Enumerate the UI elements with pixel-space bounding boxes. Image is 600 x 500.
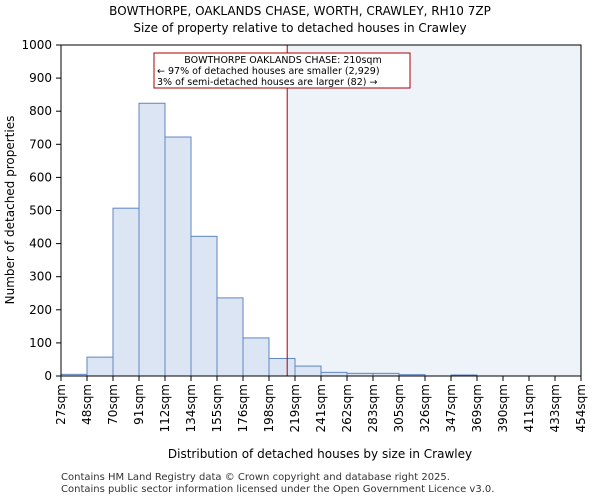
y-tick-label: 400	[29, 237, 52, 251]
bar-219sqm	[294, 365, 322, 377]
x-tick-label: 48sqm	[80, 384, 94, 425]
x-tick-label: 433sqm	[548, 384, 562, 432]
bar-48sqm	[86, 356, 114, 377]
x-tick-label: 176sqm	[236, 384, 250, 432]
x-tick-label: 305sqm	[392, 384, 406, 432]
y-tick-label: 600	[29, 170, 52, 184]
x-tick-label: 112sqm	[158, 384, 172, 432]
y-tick-label: 500	[29, 204, 52, 218]
x-tick-label: 219sqm	[288, 384, 302, 432]
bar-198sqm	[268, 357, 296, 377]
bar-70sqm	[112, 207, 140, 377]
plot-frame	[60, 44, 582, 377]
y-tick-label: 800	[29, 104, 52, 118]
y-axis-label: Number of detached properties	[3, 116, 17, 305]
x-tick-label: 283sqm	[366, 384, 380, 432]
x-tick-label: 411sqm	[522, 384, 536, 432]
y-tick-label: 900	[29, 71, 52, 85]
bar-241sqm	[320, 371, 348, 377]
bar-112sqm	[164, 136, 192, 377]
x-tick-label: 390sqm	[496, 384, 510, 432]
x-tick-label: 454sqm	[574, 384, 588, 432]
x-tick-label: 369sqm	[470, 384, 484, 432]
chart-subtitle: Size of property relative to detached ho…	[133, 21, 466, 35]
larger-region-shade	[287, 45, 581, 376]
bar-134sqm	[190, 235, 218, 377]
bar-176sqm	[242, 337, 270, 377]
annotation-line-3: 3% of semi-detached houses are larger (8…	[157, 77, 377, 88]
y-tick-label: 700	[29, 137, 52, 151]
annotation-line-1: BOWTHORPE OAKLANDS CHASE: 210sqm	[184, 55, 381, 66]
x-tick-label: 347sqm	[444, 384, 458, 432]
y-tick-label: 0	[44, 369, 52, 383]
bar-155sqm	[216, 297, 244, 377]
y-tick-label: 200	[29, 303, 52, 317]
x-tick-label: 241sqm	[314, 384, 328, 432]
footer-line-1: Contains HM Land Registry data © Crown c…	[61, 472, 450, 483]
x-tick-label: 198sqm	[262, 384, 276, 432]
x-tick-label: 155sqm	[210, 384, 224, 432]
x-tick-label: 91sqm	[132, 384, 146, 425]
y-tick-label: 1000	[21, 38, 52, 52]
chart-title: BOWTHORPE, OAKLANDS CHASE, WORTH, CRAWLE…	[109, 4, 491, 18]
x-axis-label: Distribution of detached houses by size …	[168, 447, 472, 461]
footer-line-2: Contains public sector information licen…	[61, 484, 495, 495]
annotation-line-2: ← 97% of detached houses are smaller (2,…	[157, 66, 380, 77]
annotation-box: BOWTHORPE OAKLANDS CHASE: 210sqm ← 97% o…	[153, 52, 411, 89]
x-tick-label: 70sqm	[106, 384, 120, 425]
x-tick-label: 134sqm	[184, 384, 198, 432]
y-tick-label: 100	[29, 336, 52, 350]
bar-91sqm	[138, 102, 166, 377]
x-tick-label: 262sqm	[340, 384, 354, 432]
x-tick-label: 27sqm	[54, 384, 68, 425]
x-tick-label: 326sqm	[418, 384, 432, 432]
y-tick-label: 300	[29, 270, 52, 284]
